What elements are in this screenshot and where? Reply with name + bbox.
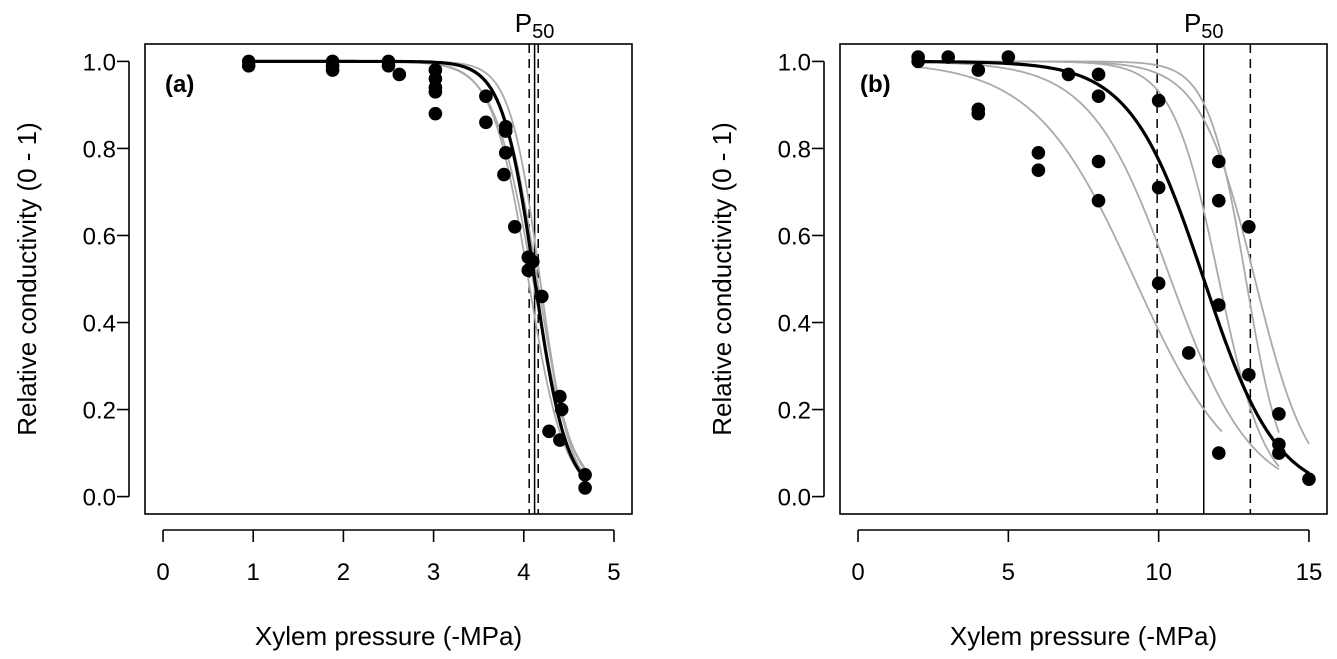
data-point <box>479 115 493 130</box>
data-point <box>428 85 443 99</box>
data-point <box>1031 145 1046 160</box>
panel-tag: (b) <box>860 71 891 98</box>
data-point <box>1272 446 1286 460</box>
x-tick-label: 2 <box>337 559 350 586</box>
data-point <box>971 63 986 77</box>
y-tick-label: 0.6 <box>83 223 116 250</box>
x-tick-label: 0 <box>851 559 864 586</box>
data-point <box>1211 193 1226 208</box>
x-tick-label: 4 <box>517 559 530 586</box>
panel-tag: (a) <box>165 71 194 98</box>
data-point <box>1151 276 1166 291</box>
data-point <box>325 63 340 77</box>
y-tick-label: 0.8 <box>778 136 811 163</box>
data-point <box>497 167 511 182</box>
data-point <box>1091 193 1106 208</box>
data-point <box>1302 472 1316 486</box>
data-point <box>1061 67 1076 82</box>
data-point <box>525 254 540 269</box>
x-tick-label: 5 <box>607 559 620 586</box>
data-point <box>1031 163 1046 178</box>
y-tick-label: 1.0 <box>778 49 811 76</box>
data-point <box>1211 154 1226 169</box>
p50-label: P50 <box>1184 8 1224 43</box>
data-point <box>553 389 567 404</box>
data-point <box>381 58 396 73</box>
data-point <box>392 67 407 82</box>
y-axis-title: Relative conductivity (0 - 1) <box>707 122 737 436</box>
data-point <box>1091 89 1106 104</box>
data-point <box>554 402 569 417</box>
y-tick-label: 0.2 <box>83 398 116 425</box>
data-point <box>507 219 522 234</box>
data-point <box>1242 219 1256 234</box>
individual-fit-curve <box>918 61 1280 470</box>
data-point <box>428 106 443 121</box>
x-axis-title: Xylem pressure (-MPa) <box>950 621 1217 651</box>
y-tick-label: 0.0 <box>83 485 116 512</box>
data-point <box>941 50 956 64</box>
data-point <box>542 424 556 439</box>
x-axis-title: Xylem pressure (-MPa) <box>255 621 522 651</box>
data-point <box>1091 67 1106 82</box>
data-point <box>1211 446 1226 460</box>
y-tick-label: 0.8 <box>83 136 116 163</box>
panel-a: 0 1 2 3 4 5 0.0 0.2 0.4 0.6 0.8 1.0 Xylem pressure (… <box>12 8 633 651</box>
data-point <box>971 106 986 121</box>
y-tick-label: 0.2 <box>778 398 811 425</box>
data-point <box>1001 50 1016 64</box>
data-point <box>553 433 567 447</box>
data-point <box>578 481 592 495</box>
individual-fit-curve <box>918 60 1280 433</box>
data-point <box>498 145 513 160</box>
data-point <box>1091 154 1106 169</box>
x-tick-label: 10 <box>1145 559 1172 586</box>
data-point <box>1242 367 1256 382</box>
data-point <box>535 289 549 304</box>
data-point <box>241 58 256 73</box>
data-point <box>1151 93 1166 108</box>
y-axis-title: Relative conductivity (0 - 1) <box>12 122 42 436</box>
data-point <box>911 54 925 69</box>
plot-frame <box>839 43 1328 515</box>
individual-fit-curve <box>918 66 1223 433</box>
y-tick-label: 0.4 <box>83 311 116 338</box>
data-point <box>1211 298 1226 312</box>
x-tick-label: 0 <box>156 559 169 586</box>
data-point <box>1181 346 1196 360</box>
panel-b: 0 5 10 15 0.0 0.2 0.4 0.6 0.8 1.0 Xylem pressure (… <box>707 8 1328 651</box>
data-point <box>578 468 592 482</box>
mean-fit-curve <box>918 59 1310 475</box>
x-tick-label: 3 <box>427 559 440 586</box>
y-tick-label: 0.4 <box>778 311 811 338</box>
x-tick-label: 15 <box>1296 559 1323 586</box>
data-point <box>1272 407 1286 421</box>
data-point <box>498 124 513 138</box>
data-point <box>1151 180 1166 195</box>
p50-label: P50 <box>515 8 555 43</box>
y-tick-label: 1.0 <box>83 49 116 76</box>
y-tick-label: 0.0 <box>778 485 811 512</box>
data-point <box>479 89 493 104</box>
x-tick-label: 5 <box>1002 559 1015 586</box>
y-tick-label: 0.6 <box>778 223 811 250</box>
plot-frame <box>144 43 633 515</box>
x-tick-label: 1 <box>247 559 260 586</box>
